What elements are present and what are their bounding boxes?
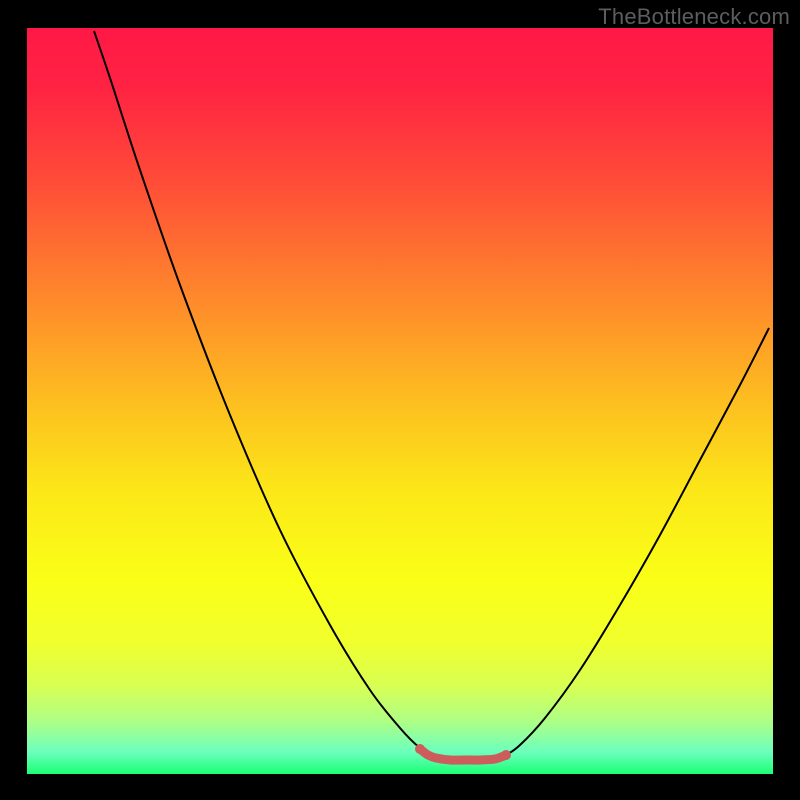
minimum-cap-left [415,744,425,754]
gradient-background [27,28,773,774]
watermark-text: TheBottleneck.com [598,4,790,30]
bottleneck-chart [0,0,800,800]
minimum-cap-right [501,750,511,760]
chart-container: TheBottleneck.com [0,0,800,800]
